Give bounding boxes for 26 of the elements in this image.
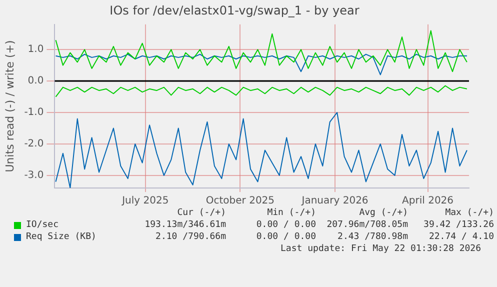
text: 0.00 / 0.00	[255, 232, 316, 242]
chart-title: IOs for /dev/elastx01-vg/swap_1 - by year	[110, 3, 360, 18]
y-axis-title: Units read (-) / write (+)	[3, 40, 16, 172]
text: 193.13m/346.61m	[144, 220, 226, 230]
text: Avg (-/+)	[358, 208, 408, 218]
y-tick-label: 1.0	[28, 44, 44, 56]
text: Max (-/+)	[444, 208, 494, 218]
text: Min (-/+)	[266, 208, 316, 218]
x-tick-label: January 2026	[300, 196, 368, 207]
x-tick-label: April 2026	[402, 196, 454, 207]
text: 207.96m/708.05m	[326, 220, 408, 230]
text: Cur (-/+)	[176, 208, 226, 218]
y-tick-label: -1.0	[24, 107, 44, 118]
y-tick-label: 0.0	[28, 76, 44, 87]
text: 39.42 /133.26	[422, 220, 494, 230]
text: 22.74 / 4.10	[428, 232, 494, 242]
x-tick-label: October 2025	[206, 196, 275, 207]
y-tick-label: -3.0	[24, 170, 44, 182]
legend-label: IO/sec	[26, 220, 60, 230]
x-tick-label: July 2025	[121, 196, 169, 207]
text: 2.43 /780.98m	[336, 232, 408, 242]
legend-label: Req Size (KB)	[26, 232, 98, 242]
text: 0.00 / 0.00	[255, 220, 316, 230]
text: Last update: Fri May 22 01:30:28 2026	[280, 244, 482, 254]
y-tick-label: -2.0	[24, 138, 44, 150]
text: 2.10 /790.66m	[154, 232, 226, 242]
